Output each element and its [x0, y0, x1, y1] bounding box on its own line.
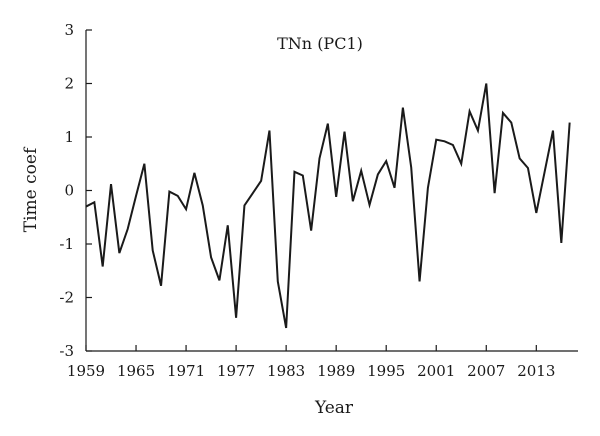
y-tick-label: 0	[64, 182, 74, 200]
y-axis-title: Time coef	[21, 146, 41, 232]
y-tick-label: -2	[59, 289, 74, 307]
x-tick-label: 1983	[267, 362, 305, 380]
x-tick-label: 2001	[417, 362, 455, 380]
x-tick-label: 1989	[317, 362, 355, 380]
x-tick-label: 2013	[517, 362, 555, 380]
series-line-1	[85, 83, 571, 329]
x-tick-label: 1965	[117, 362, 155, 380]
x-tick-label: 2007	[467, 362, 505, 380]
x-tick-label: 1977	[217, 362, 255, 380]
y-tick-label: -1	[59, 235, 74, 253]
plot-area	[85, 83, 571, 329]
y-tick-label: -3	[59, 342, 74, 360]
chart-title: TNn (PC1)	[277, 34, 363, 53]
x-axis-title: Year	[314, 398, 354, 418]
x-tick-label: 1959	[67, 362, 105, 380]
x-tick-label: 1971	[167, 362, 205, 380]
axes: 3 2 1 0 -1 -2 -3 1959 1965 1971 1977 1983 1989 1995 20…	[59, 21, 578, 380]
y-tick-label: 1	[64, 128, 74, 146]
y-tick-label: 3	[64, 21, 74, 39]
x-tick-label: 1995	[367, 362, 405, 380]
y-tick-label: 2	[64, 75, 74, 93]
